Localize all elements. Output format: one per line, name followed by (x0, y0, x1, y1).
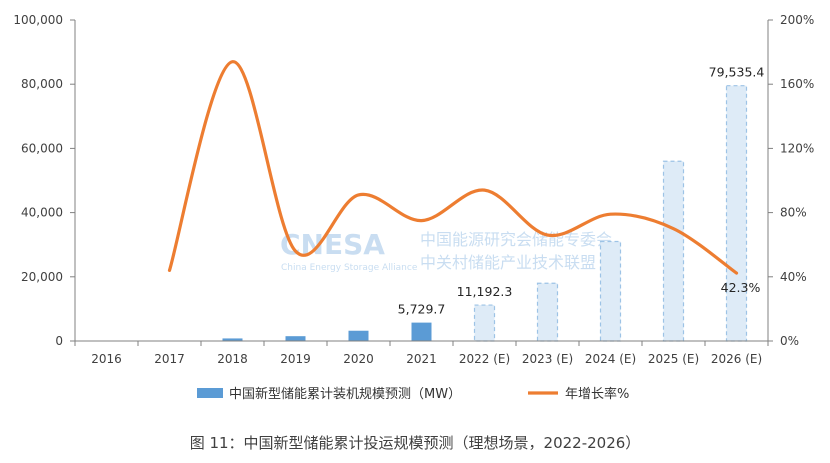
legend-line-label: 年增长率% (565, 386, 629, 402)
y-left-tick-label: 0 (55, 334, 63, 348)
y-left-tick-label: 20,000 (21, 270, 63, 284)
figure-caption: 图 11：中国新型储能累计投运规模预测（理想场景，2022-2026） (189, 434, 641, 452)
bar-data-label: 11,192.3 (457, 284, 513, 299)
x-tick-label: 2018 (217, 352, 248, 366)
bar-2021 (411, 322, 432, 341)
y-right-tick-label: 0% (780, 334, 799, 348)
bar-2023-E (536, 282, 559, 342)
growth-rate-line (167, 60, 739, 275)
y-left-tick-label: 100,000 (13, 13, 63, 27)
x-tick-label: 2026 (E) (711, 352, 762, 366)
axes: 0 20,000 40,000 60,000 80,000 100,000 0% 40% 80%… (13, 13, 814, 366)
x-tick-label: 2024 (E) (585, 352, 636, 366)
bar-2018 (222, 338, 243, 341)
y-right-tick-label: 200% (780, 13, 814, 27)
bar-2022-E (473, 304, 496, 342)
y-left-tick-label: 60,000 (21, 141, 63, 155)
x-tick-label: 2017 (154, 352, 185, 366)
line-data-label: 42.3% (721, 280, 761, 295)
legend-bar-label: 中国新型储能累计装机规模预测（MW） (229, 386, 461, 402)
y-right-tick-label: 80% (780, 206, 807, 220)
y-right-tick-label: 40% (780, 270, 807, 284)
bar-data-label: 5,729.7 (398, 302, 446, 317)
chart: CNESA China Energy Storage Alliance 中国能源研究… (13, 13, 814, 402)
y-left-tick-label: 40,000 (21, 206, 63, 220)
x-tick-label: 2020 (343, 352, 374, 366)
y-right-tick-label: 120% (780, 141, 814, 155)
bar-2020 (348, 330, 369, 341)
x-tick-label: 2021 (406, 352, 437, 366)
legend-bar-swatch (197, 388, 223, 398)
watermark-logo: CNESA (280, 228, 385, 261)
x-tick-label: 2023 (E) (522, 352, 573, 366)
x-tick-label: 2022 (E) (459, 352, 510, 366)
watermark-line1: 中国能源研究会储能专委会 (420, 230, 612, 249)
legend: 中国新型储能累计装机规模预测（MW） 年增长率% (197, 386, 629, 402)
watermark-sub: China Energy Storage Alliance (281, 263, 418, 273)
bar-2026-E (725, 85, 748, 342)
growth-line-series (167, 60, 739, 275)
bar-series (222, 85, 748, 342)
bar-2025-E (662, 160, 685, 342)
watermark-line2: 中关村储能产业技术联盟 (420, 253, 596, 272)
bar-2019 (285, 336, 306, 341)
data-labels: 5,729.7 11,192.3 79,535.4 42.3% (398, 65, 765, 317)
y-left-tick-label: 80,000 (21, 77, 63, 91)
y-right-tick-label: 160% (780, 77, 814, 91)
x-tick-label: 2019 (280, 352, 311, 366)
x-tick-label: 2016 (91, 352, 122, 366)
bar-data-label: 79,535.4 (709, 65, 765, 80)
bar-2024-E (599, 240, 622, 342)
x-tick-label: 2025 (E) (648, 352, 699, 366)
